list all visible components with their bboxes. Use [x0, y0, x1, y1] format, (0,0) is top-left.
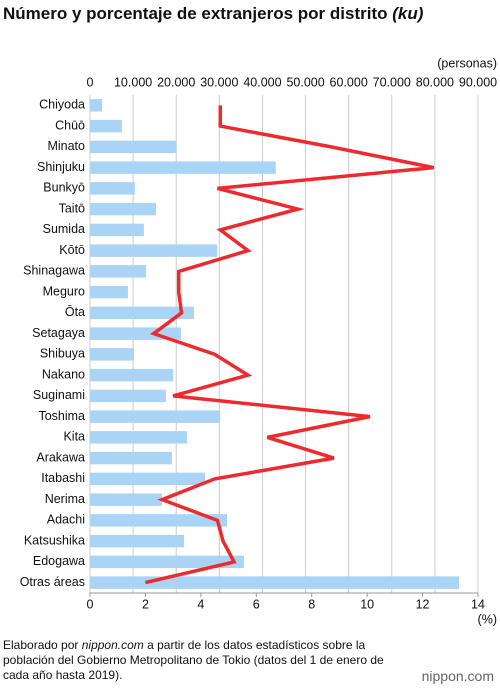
x2-tick-label: 2	[142, 597, 149, 611]
y-tick-label: Shinjuku	[37, 160, 85, 174]
x-tick-label: 30.000	[200, 75, 238, 89]
y-tick-label: Nerima	[45, 492, 85, 506]
bar	[90, 389, 166, 403]
bar	[90, 514, 228, 527]
bar	[90, 119, 122, 133]
source: Elaborado por nippon.com a partir de los…	[3, 638, 403, 683]
y-tick-label: Arakawa	[36, 450, 85, 464]
chart: Número y porcentaje de extranjeros por d…	[3, 4, 497, 626]
x-tick-label: 20.000	[157, 75, 195, 89]
bar	[90, 285, 128, 299]
y-tick-label: Taitō	[59, 201, 85, 215]
x-tick-label: 60.000	[330, 75, 368, 89]
y-tick-label: Meguro	[43, 284, 85, 298]
bar	[90, 202, 156, 216]
bar	[90, 534, 184, 548]
source-text: Elaborado por	[3, 638, 82, 652]
y-tick-label: Shibuya	[40, 347, 85, 361]
bar	[90, 140, 177, 154]
bar	[90, 306, 194, 320]
x2-tick-label: 6	[253, 597, 260, 611]
source-text: a partir de los datos estadísticos sobre…	[3, 638, 384, 682]
chart-title: Número y porcentaje de extranjeros por d…	[3, 4, 424, 23]
x-tick-label: 80.000	[416, 75, 454, 89]
bar	[90, 410, 221, 423]
x-tick-label: 50.000	[286, 75, 324, 89]
source-site: nippon.com	[81, 638, 144, 652]
bar	[90, 576, 460, 589]
bar	[90, 265, 147, 278]
x2-tick-label: 0	[87, 597, 94, 611]
x-tick-label: 40.000	[243, 75, 281, 89]
y-tick-label: Otras áreas	[20, 575, 85, 589]
y-tick-label: Katsushika	[24, 533, 85, 547]
bar	[90, 472, 206, 486]
y-tick-label: Minato	[47, 139, 85, 153]
y-tick-label: Edogawa	[33, 554, 85, 568]
bar	[90, 182, 135, 195]
bar	[90, 348, 134, 361]
bar	[90, 368, 174, 382]
x-tick-label: 90.000	[459, 75, 497, 89]
y-tick-label: Shinagawa	[23, 264, 85, 278]
x2-tick-label: 14	[471, 597, 485, 611]
y-tick-label: Suginami	[33, 388, 85, 402]
y-tick-label: Sumida	[43, 222, 85, 236]
y-tick-label: Kita	[63, 430, 85, 444]
logo: nippon.com	[421, 668, 494, 684]
y-tick-label: Nakano	[42, 367, 85, 381]
y-tick-label: Ōta	[65, 305, 85, 319]
bar	[90, 493, 162, 506]
x-tick-label: 10.000	[114, 75, 152, 89]
y-tick-label: Bunkyō	[43, 181, 85, 195]
x2-tick-label: 12	[416, 597, 430, 611]
y-tick-label: Chiyoda	[39, 98, 85, 112]
bar	[90, 244, 218, 257]
y-tick-label: Chūō	[55, 118, 85, 132]
title-italic: (ku)	[392, 4, 424, 23]
x-tick-label: 70.000	[373, 75, 411, 89]
bar	[90, 451, 172, 465]
title-main: Número y porcentaje de extranjeros por d…	[3, 4, 387, 23]
bar	[90, 431, 187, 444]
x2-tick-label: 8	[308, 597, 315, 611]
y-tick-label: Setagaya	[32, 326, 85, 340]
y-tick-label: Toshima	[38, 409, 85, 423]
x-tick-label: 0	[87, 75, 94, 89]
x-unit: (personas)	[437, 56, 497, 70]
bar	[90, 223, 144, 237]
bar	[90, 555, 244, 569]
y-tick-label: Adachi	[47, 513, 85, 527]
y-tick-label: Kōtō	[59, 243, 85, 257]
x2-tick-label: 10	[360, 597, 374, 611]
line	[145, 105, 435, 585]
y-tick-label: Itabashi	[41, 471, 85, 485]
bar	[90, 161, 276, 174]
x2-unit: (%)	[478, 612, 497, 626]
x2-tick-label: 4	[197, 597, 204, 611]
bar	[90, 99, 103, 112]
